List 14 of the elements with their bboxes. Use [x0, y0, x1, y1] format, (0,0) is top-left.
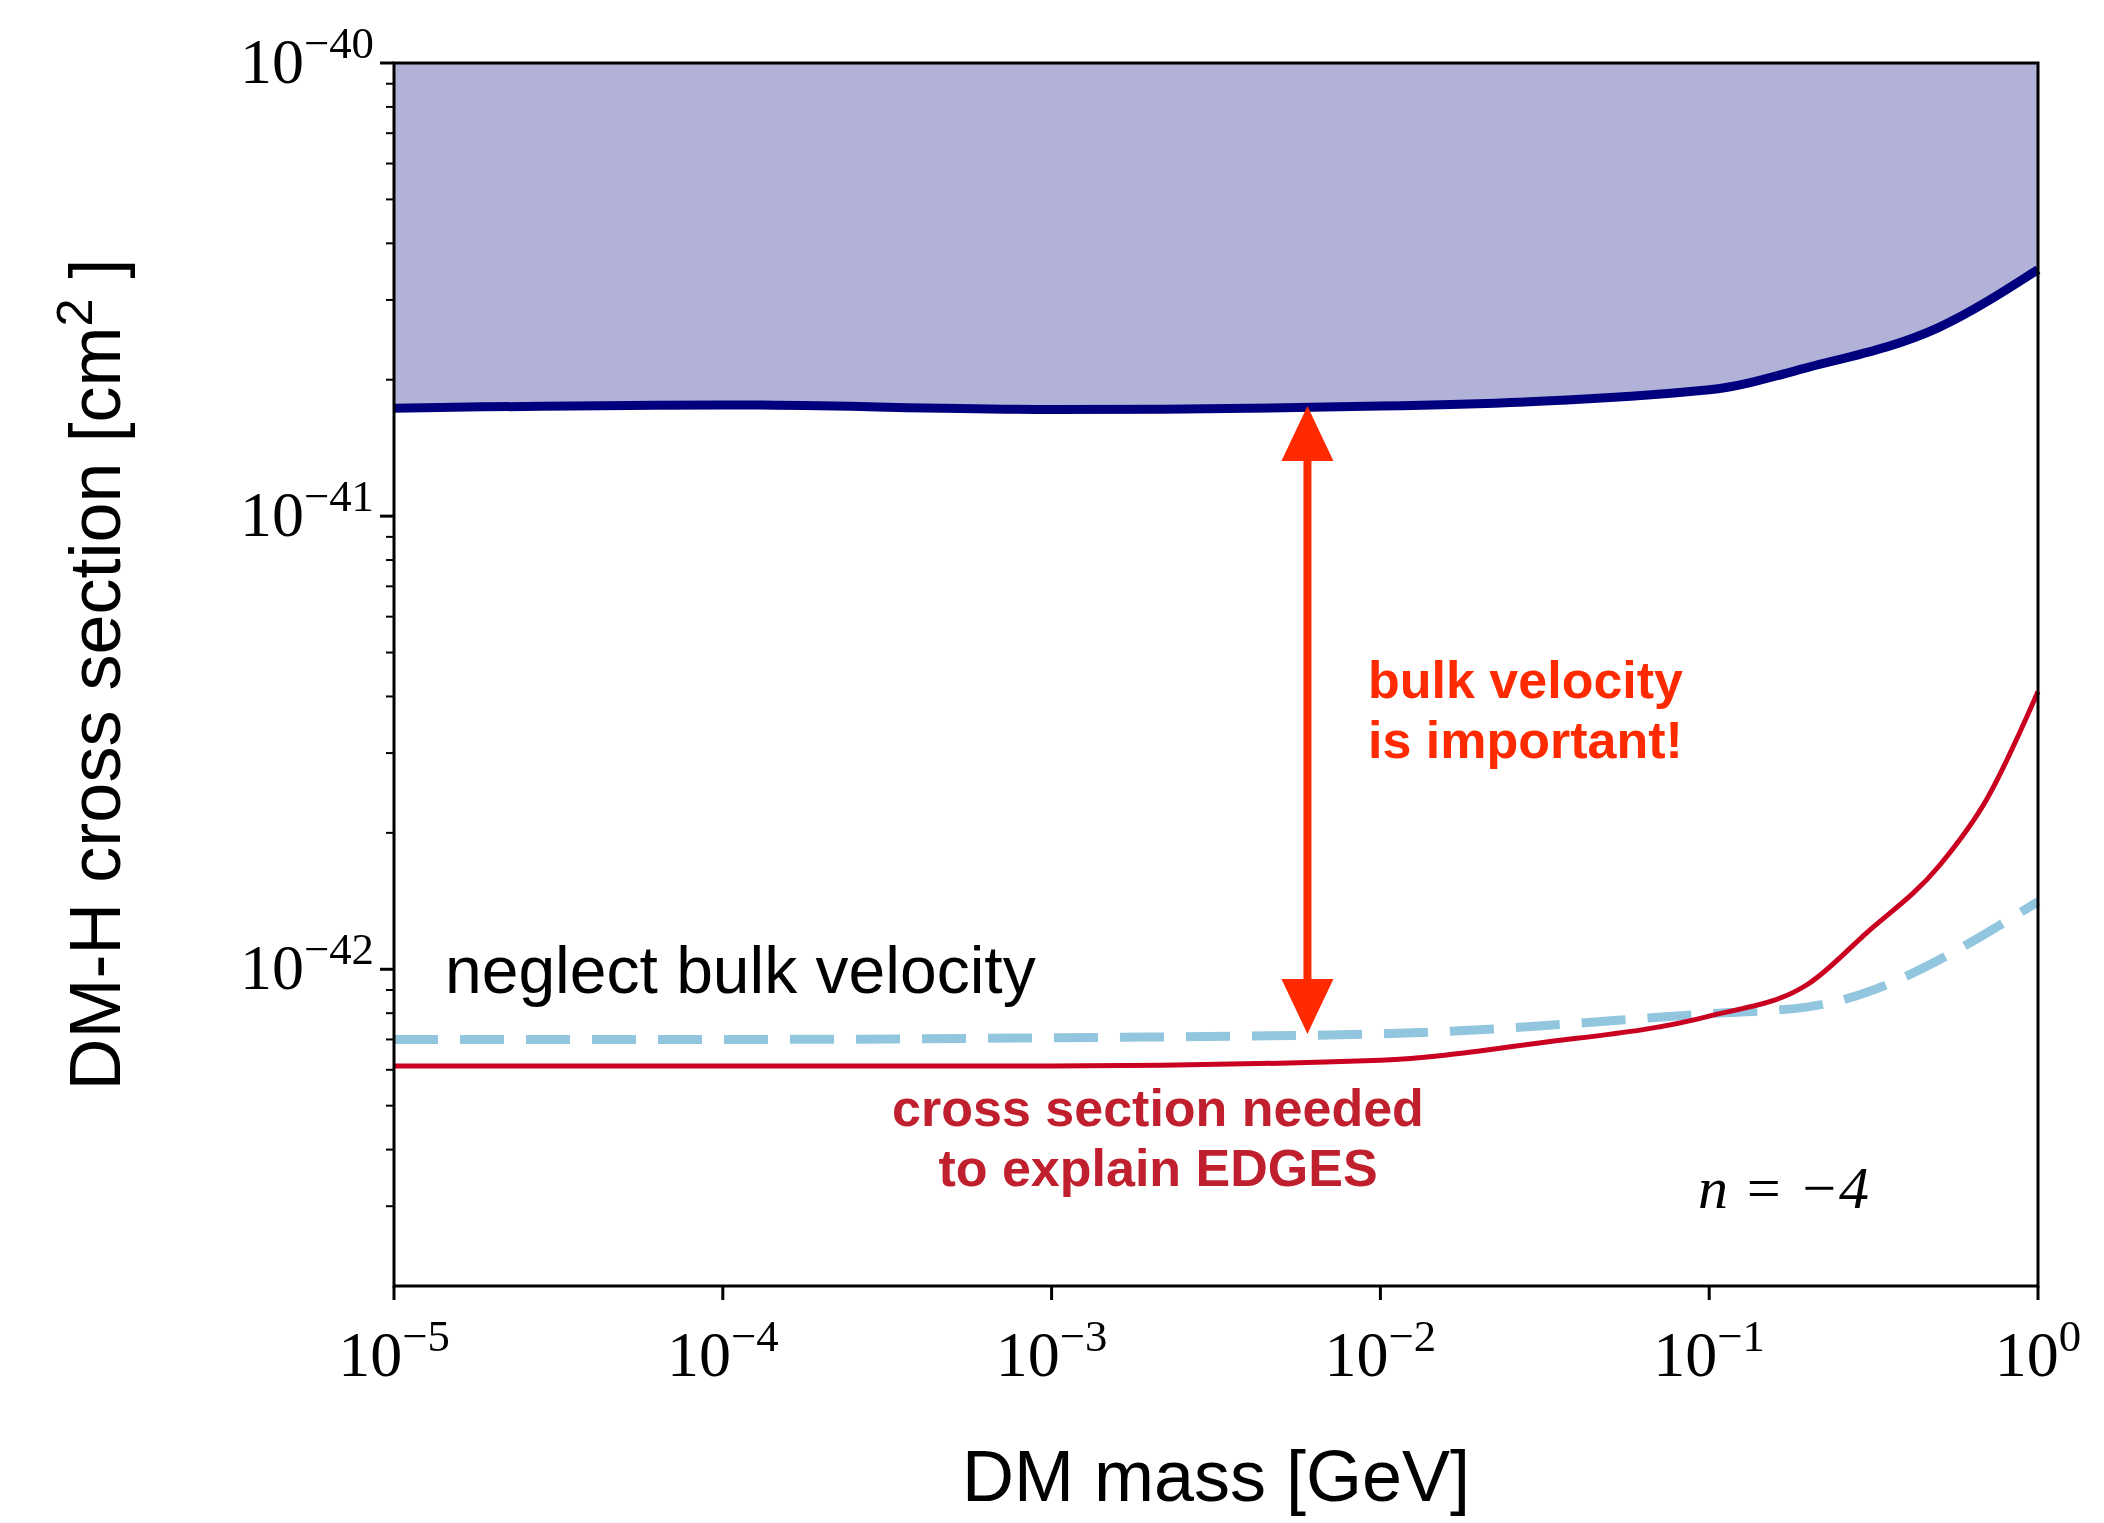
x-tick-label: 10$^{0}$ — [1994, 1311, 2082, 1390]
x-axis-title: DM mass [GeV] — [961, 1436, 1471, 1516]
annotation: cross section needed to explain EDGES — [892, 1079, 1424, 1197]
x-tick-label: 10$^{−2}$ — [1324, 1311, 1437, 1390]
x-tick-label: 10$^{−3}$ — [995, 1311, 1108, 1390]
y-tick-label: 10$^{−40}$ — [239, 18, 374, 97]
y-tick-label: 10$^{−41}$ — [239, 471, 374, 551]
x-tick-label: 10$^{−1}$ — [1653, 1311, 1766, 1390]
annotation: bulk velocity is important! — [1368, 651, 1684, 769]
annotation: neglect bulk velocity — [445, 933, 1036, 1007]
x-tick-label: 10$^{−4}$ — [666, 1311, 779, 1390]
annotation: n = −4 — [1698, 1155, 1869, 1221]
x-tick-label: 10$^{−5}$ — [338, 1311, 450, 1390]
y-tick-label: 10$^{−42}$ — [239, 924, 374, 1004]
